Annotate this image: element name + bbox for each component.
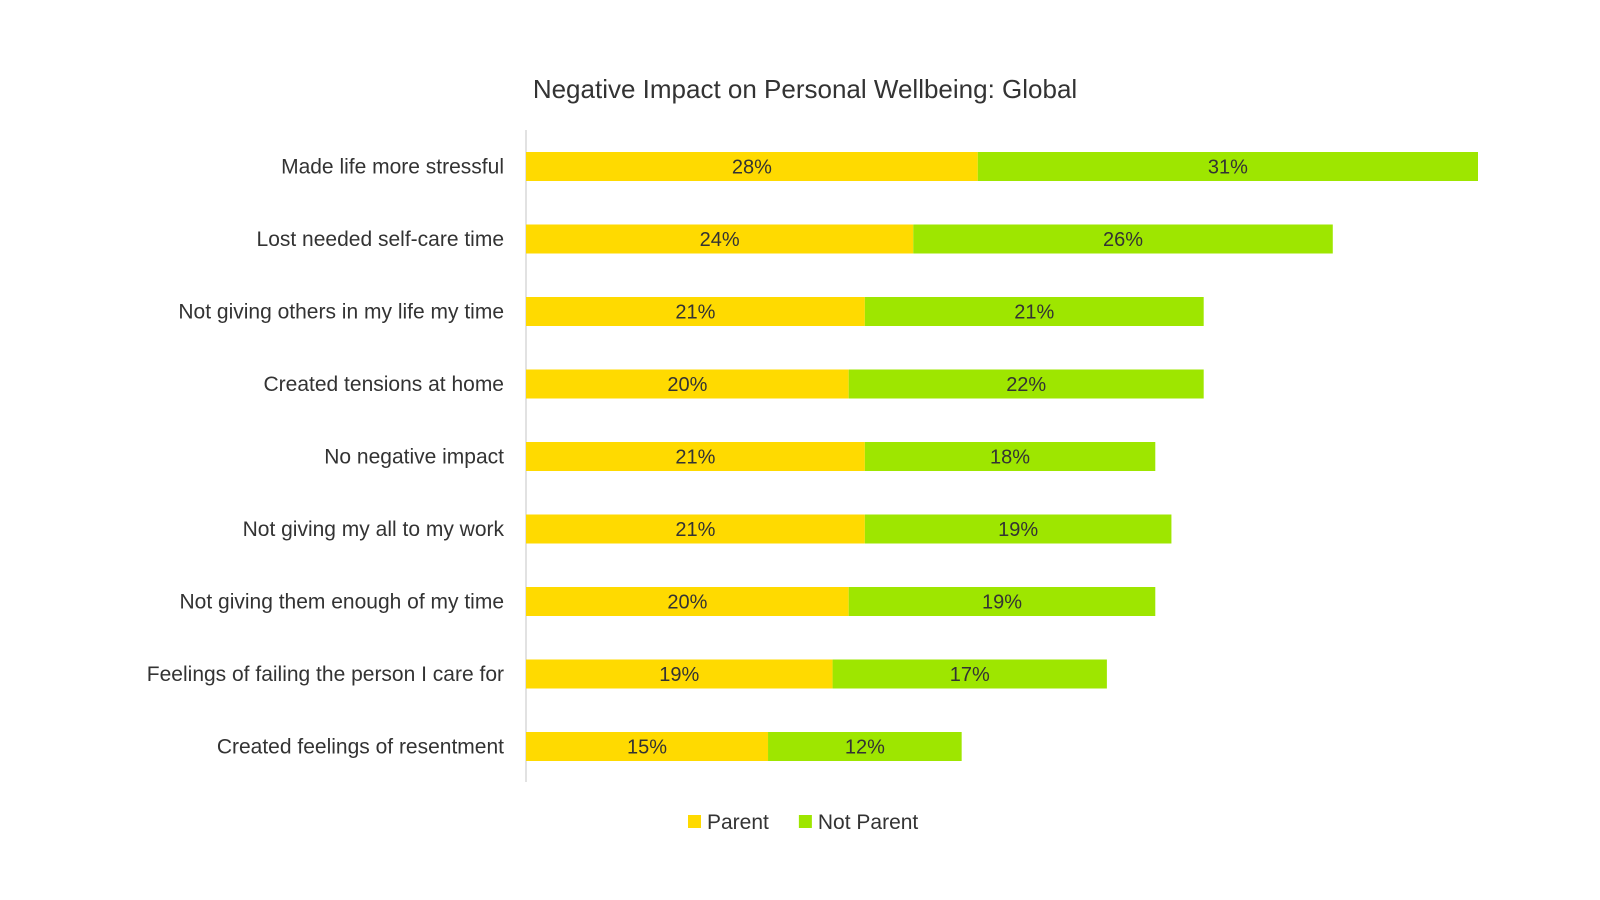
bar-parent [526, 224, 914, 254]
bar-not-parent [864, 442, 1156, 471]
data-label: 18% [990, 447, 1030, 469]
data-label: 15% [627, 737, 667, 759]
bar-not-parent [832, 659, 1107, 689]
category-label: Not giving my all to my work [243, 518, 505, 541]
bar-not-parent [977, 152, 1478, 181]
bar-not-parent [913, 224, 1333, 254]
legend-swatch-parent [688, 815, 701, 828]
legend-swatch-not-parent [798, 815, 812, 828]
bar-parent [526, 152, 978, 181]
data-label: 22% [1006, 374, 1046, 396]
category-label: No negative impact [324, 446, 504, 469]
data-label: 19% [982, 592, 1022, 614]
category-label: Created feelings of resentment [217, 736, 504, 759]
bar-parent [526, 659, 833, 689]
data-label: 28% [732, 157, 772, 179]
bar-parent [526, 297, 865, 326]
bar-not-parent [768, 732, 962, 761]
bar-parent [526, 732, 769, 761]
data-label: 21% [675, 302, 715, 324]
category-label: Created tensions at home [264, 373, 504, 396]
data-label: 19% [998, 519, 1038, 541]
category-label: Feelings of failing the person I care fo… [147, 663, 504, 686]
data-label: 31% [1208, 157, 1248, 179]
chart-title: Negative Impact on Personal Wellbeing: G… [533, 74, 1077, 104]
category-label: Made life more stressful [281, 156, 504, 179]
category-label: Lost needed self-care time [257, 228, 504, 251]
bar-parent [526, 369, 849, 399]
data-label: 20% [667, 592, 707, 614]
bar-not-parent [864, 514, 1172, 544]
category-label: Not giving others in my life my time [178, 301, 504, 324]
bar-parent [526, 514, 865, 544]
data-label: 21% [675, 519, 715, 541]
data-label: 17% [950, 664, 990, 686]
bar-not-parent [848, 369, 1204, 399]
bar-parent [526, 442, 865, 471]
legend-label: Parent [707, 811, 769, 834]
category-label: Not giving them enough of my time [180, 591, 505, 614]
data-label: 21% [675, 447, 715, 469]
data-label: 12% [845, 737, 885, 759]
data-label: 26% [1103, 229, 1143, 251]
data-label: 21% [1014, 302, 1054, 324]
bar-not-parent [848, 587, 1156, 616]
data-label: 24% [700, 229, 740, 251]
bar-parent [526, 587, 849, 616]
legend-label: Not Parent [818, 811, 919, 834]
data-label: 20% [667, 374, 707, 396]
bar-not-parent [864, 297, 1204, 326]
data-label: 19% [659, 664, 699, 686]
